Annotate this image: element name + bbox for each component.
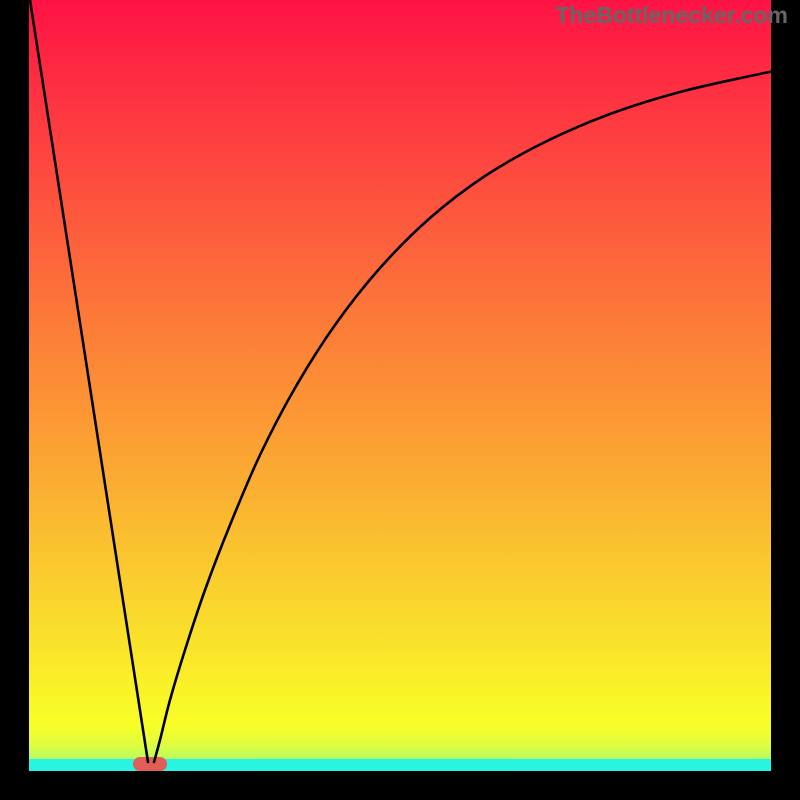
chart-container: TheBottlenecker.com [0,0,800,800]
gradient-background [0,0,800,800]
watermark-text: TheBottlenecker.com [555,2,788,29]
bottleneck-marker [133,757,167,771]
right-border [771,0,800,800]
bottom-border [0,771,800,800]
left-border [0,0,29,800]
